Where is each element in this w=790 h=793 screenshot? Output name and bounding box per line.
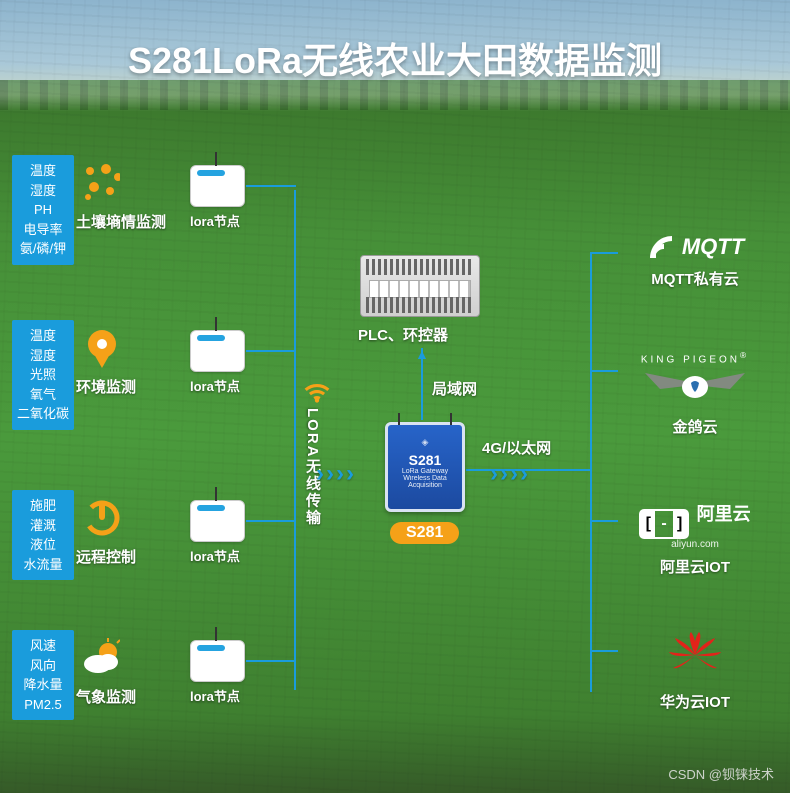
plc-label: PLC、环控器 <box>358 324 448 345</box>
sensor-title-3: 气象监测 <box>76 686 136 707</box>
lan-arrow-icon: ▲ <box>415 346 429 362</box>
lora-node-label-0: lora节点 <box>190 211 240 230</box>
cloud-caption-pigeon: 金鸽云 <box>620 416 770 437</box>
treeline <box>0 80 790 110</box>
param-box-2: 施肥灌溉液位水流量 <box>12 490 74 580</box>
param-box-0: 温度湿度PH电导率氨/磷/钾 <box>12 155 74 265</box>
cloud-caption-aliyun: 阿里云IOT <box>620 556 770 577</box>
cloud-branch-mqtt <box>590 252 618 254</box>
cloud-hline <box>466 469 590 471</box>
lora-node-0 <box>190 165 245 207</box>
gateway-model: S281 <box>388 452 462 468</box>
dots-orange-icon <box>80 163 120 203</box>
lora-node-label-1: lora节点 <box>190 376 240 395</box>
sensor-title-0: 土壤墒情监测 <box>76 211 166 232</box>
sensor-connector-0 <box>246 185 296 187</box>
cloud-pigeon: KING PIGEON®金鸽云 <box>620 350 770 437</box>
chevrons-right: ›››› <box>490 462 528 486</box>
net-label: 4G/以太网 <box>482 437 551 458</box>
lora-node-2 <box>190 500 245 542</box>
diagram-canvas: S281LoRa无线农业大田数据监测 温度湿度PH电导率氨/磷/钾土壤墒情监测 l… <box>0 0 790 793</box>
location-pin-icon <box>80 328 120 368</box>
gateway-s281: ◈ S281 LoRa Gateway Wireless Data Acquis… <box>385 422 465 512</box>
lora-node-3 <box>190 640 245 682</box>
sensor-connector-3 <box>246 660 296 662</box>
lora-trunk-line <box>294 190 296 690</box>
param-box-1: 温度湿度光照氧气二氧化碳 <box>12 320 74 430</box>
watermark: CSDN @钡铼技术 <box>668 764 774 783</box>
lora-node-label-3: lora节点 <box>190 686 240 705</box>
sensor-connector-1 <box>246 350 296 352</box>
weather-icon <box>80 638 120 678</box>
sensor-title-1: 环境监测 <box>76 376 136 397</box>
cloud-aliyun: [-]阿里云aliyun.com阿里云IOT <box>620 500 770 577</box>
cloud-huawei: 华为云IOT <box>620 630 770 712</box>
lora-node-1 <box>190 330 245 372</box>
cloud-caption-huawei: 华为云IOT <box>620 691 770 712</box>
chevrons-left: ›››› <box>316 462 354 486</box>
cloud-vline <box>590 252 592 692</box>
cloud-branch-pigeon <box>590 370 618 372</box>
main-title: S281LoRa无线农业大田数据监测 <box>0 32 790 84</box>
cloud-branch-huawei <box>590 650 618 652</box>
gateway-tag: S281 <box>390 522 459 544</box>
cloud-caption-mqtt: MQTT私有云 <box>620 268 770 289</box>
sensor-title-2: 远程控制 <box>76 546 136 567</box>
param-box-3: 风速风向降水量PM2.5 <box>12 630 74 720</box>
lan-label: 局域网 <box>432 378 477 399</box>
plc-device <box>360 255 480 317</box>
power-icon <box>80 498 120 538</box>
wifi-icon <box>300 370 334 404</box>
sensor-connector-2 <box>246 520 296 522</box>
lora-node-label-2: lora节点 <box>190 546 240 565</box>
cloud-branch-aliyun <box>590 520 618 522</box>
cloud-mqtt: MQTTMQTT私有云 <box>620 232 770 289</box>
